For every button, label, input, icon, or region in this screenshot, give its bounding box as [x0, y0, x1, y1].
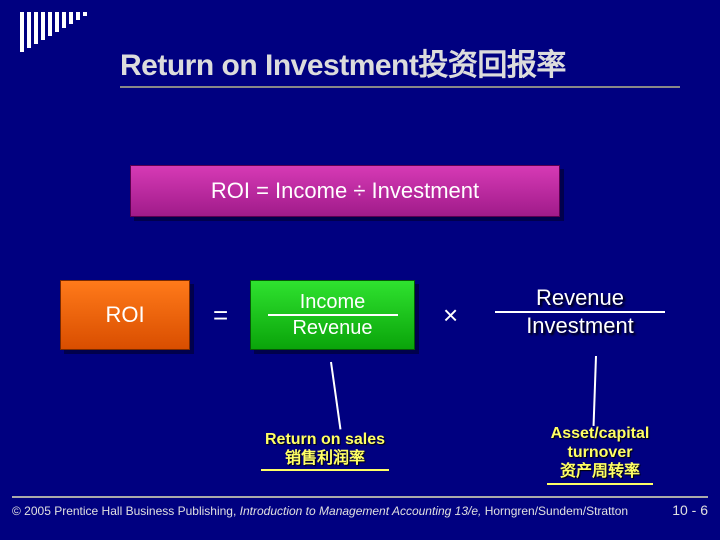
- investment-denominator: Investment: [526, 314, 634, 338]
- revenue-over-investment-box: Revenue Investment: [480, 275, 680, 349]
- roi-definition-box: ROI = Income ÷ Investment: [130, 165, 560, 217]
- arrow-to-asset-turnover: [593, 356, 597, 426]
- roi-definition-text: ROI = Income ÷ Investment: [211, 178, 479, 204]
- revenue-denominator: Revenue: [292, 317, 372, 339]
- return-on-sales-cn: 销售利润率: [285, 450, 365, 467]
- roi-box: ROI: [60, 280, 190, 350]
- roi-box-label: ROI: [105, 302, 144, 328]
- income-numerator: Income: [300, 291, 366, 313]
- revenue-numerator: Revenue: [536, 286, 624, 310]
- income-over-revenue-box: Income Revenue: [250, 280, 415, 350]
- equals-sign: =: [213, 300, 228, 331]
- decor-bars: [20, 12, 87, 52]
- footer-source: © 2005 Prentice Hall Business Publishing…: [12, 504, 628, 518]
- page-title: Return on Investment投资回报率: [120, 40, 566, 84]
- asset-turnover-en2: turnover: [568, 444, 633, 461]
- title-underline: [120, 86, 680, 88]
- arrow-to-return-on-sales: [330, 362, 341, 430]
- asset-turnover-cn: 资产周转率: [560, 463, 640, 480]
- return-on-sales-en: Return on sales: [265, 431, 385, 448]
- footer: © 2005 Prentice Hall Business Publishing…: [12, 496, 708, 518]
- multiply-sign: ×: [443, 300, 458, 331]
- asset-turnover-en: Asset/capital: [551, 425, 650, 442]
- asset-turnover-label: Asset/capital turnover 资产周转率: [510, 424, 690, 485]
- return-on-sales-label: Return on sales 销售利润率: [225, 430, 425, 471]
- footer-page: 10 - 6: [672, 502, 708, 518]
- fraction-line: [268, 314, 398, 316]
